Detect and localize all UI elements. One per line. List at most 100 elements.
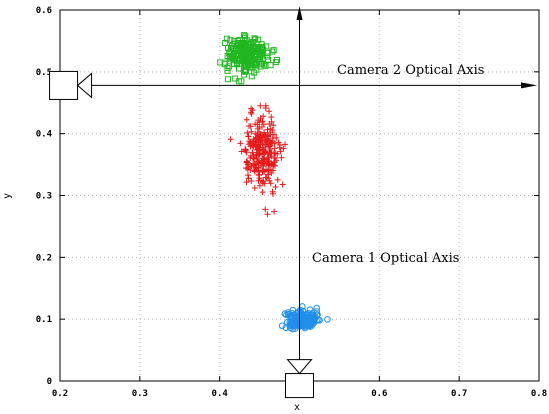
- plus-point: [266, 121, 273, 128]
- plus-point: [262, 132, 269, 139]
- square-point: [259, 60, 266, 67]
- camera-2-arrowhead: [521, 82, 538, 89]
- plus-point: [255, 133, 262, 140]
- camera-1-arrowhead: [296, 6, 303, 20]
- plus-point: [268, 114, 275, 121]
- circle-point: [288, 314, 296, 322]
- camera-1-lens: [286, 359, 313, 375]
- camera-2-axis-label: Camera 2 Optical Axis: [337, 63, 484, 78]
- plus-point: [254, 125, 261, 132]
- plus-point: [255, 139, 262, 146]
- x-axis-label: x: [294, 402, 300, 413]
- plus-point: [250, 162, 257, 169]
- plus-point: [275, 139, 282, 146]
- plus-point: [259, 189, 266, 196]
- plus-point: [237, 140, 244, 147]
- plus-point: [270, 131, 277, 138]
- square-point: [270, 47, 277, 54]
- plus-point: [267, 125, 274, 132]
- square-point: [224, 76, 231, 83]
- plus-point: [250, 136, 257, 143]
- square-point: [267, 62, 274, 69]
- plus-point: [247, 143, 254, 150]
- circle-point: [296, 312, 304, 320]
- circle-point: [281, 310, 289, 318]
- plus-point: [257, 102, 264, 109]
- plus-point: [277, 148, 284, 155]
- plus-point: [243, 158, 250, 165]
- plus-point: [227, 136, 234, 143]
- plus-point: [256, 119, 263, 126]
- data-points: [217, 32, 331, 333]
- y-tick-label: 0.5: [36, 68, 52, 78]
- plus-point: [272, 183, 279, 190]
- plus-point: [244, 129, 251, 136]
- plus-point: [273, 157, 280, 164]
- plus-point: [251, 184, 258, 191]
- series-circle-points: [278, 303, 331, 333]
- plus-point: [245, 175, 252, 182]
- plus-point: [255, 160, 262, 167]
- square-point: [224, 64, 231, 71]
- camera-2-body: [49, 70, 79, 100]
- plus-point: [255, 152, 262, 159]
- plus-point: [243, 164, 250, 171]
- plus-point: [258, 123, 265, 130]
- plus-point: [265, 157, 272, 164]
- plus-point: [243, 116, 250, 123]
- x-tick-label: 0.2: [52, 389, 68, 399]
- circle-point: [282, 324, 290, 332]
- plus-point: [272, 149, 279, 156]
- plus-point: [274, 176, 281, 183]
- square-point: [238, 50, 245, 57]
- plus-point: [282, 141, 289, 148]
- square-point: [235, 78, 242, 85]
- circle-point: [278, 322, 286, 330]
- series-square-points: [217, 32, 281, 85]
- square-point: [217, 59, 224, 66]
- plus-point: [256, 182, 263, 189]
- plus-point: [259, 132, 266, 139]
- plus-point: [259, 118, 266, 125]
- x-tick-label: 0.4: [212, 389, 229, 399]
- circle-point: [294, 320, 301, 328]
- plus-point: [264, 151, 271, 158]
- plus-point: [245, 172, 252, 179]
- plus-point: [249, 107, 256, 114]
- y-tick-label: 0.2: [36, 253, 52, 263]
- plus-point: [255, 171, 262, 178]
- plus-point: [267, 166, 274, 173]
- plus-point: [264, 167, 271, 174]
- square-point: [241, 34, 248, 41]
- circle-point: [324, 316, 331, 323]
- y-tick-label: 0.4: [36, 130, 53, 140]
- circle-point: [313, 308, 321, 315]
- plus-point: [260, 146, 267, 153]
- plus-point: [256, 175, 263, 182]
- plus-point: [260, 155, 267, 162]
- plus-point: [279, 181, 286, 188]
- plus-point: [266, 162, 273, 169]
- square-point: [243, 62, 250, 69]
- plus-point: [268, 139, 275, 146]
- plus-point: [259, 168, 266, 175]
- circle-point: [304, 315, 311, 322]
- square-point: [233, 57, 240, 64]
- x-tick-label: 0.7: [451, 389, 467, 399]
- plus-point: [243, 179, 250, 186]
- square-point: [237, 39, 244, 46]
- square-point: [255, 36, 262, 43]
- plus-point: [273, 134, 280, 141]
- plus-point: [249, 149, 256, 156]
- plus-point: [245, 133, 252, 140]
- plus-point: [276, 144, 283, 151]
- circle-point: [289, 325, 297, 333]
- plus-point: [266, 177, 273, 184]
- square-point: [227, 37, 234, 44]
- plus-point: [264, 211, 271, 218]
- camera-2-lens: [76, 72, 93, 99]
- plus-point: [248, 128, 255, 135]
- plus-point: [261, 129, 268, 136]
- plus-point: [278, 154, 285, 161]
- x-tick-label: 0.3: [132, 389, 148, 399]
